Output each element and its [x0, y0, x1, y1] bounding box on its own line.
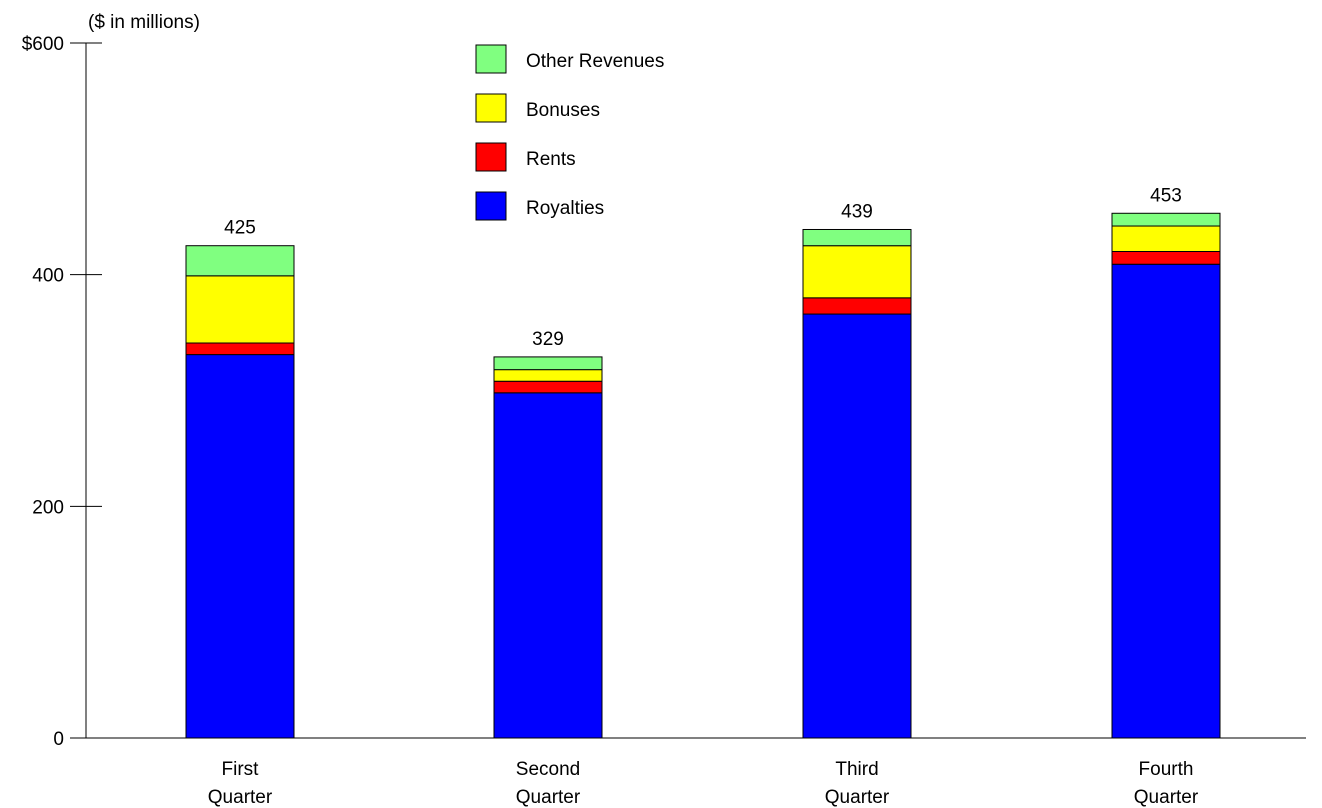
- bar-segment-bonuses: [493, 369, 603, 382]
- legend-label: Royalties: [526, 198, 604, 219]
- bar-segment-other-revenues: [802, 228, 912, 247]
- category-label: Quarter: [516, 787, 581, 808]
- legend-swatch: [475, 191, 507, 221]
- bar-segment-bonuses: [802, 245, 912, 299]
- bar-segment-other-revenues: [185, 245, 295, 277]
- bar-segment-other-revenues: [493, 356, 603, 371]
- unit-label: ($ in millions): [88, 12, 200, 33]
- bar-total-label: 329: [532, 329, 564, 350]
- y-tick-label: $600: [22, 34, 64, 55]
- legend-label: Bonuses: [526, 100, 600, 121]
- legend-swatch: [475, 93, 507, 123]
- category-label: Quarter: [208, 787, 273, 808]
- bar-segment-other-revenues: [1111, 212, 1221, 227]
- bar-segment-royalties: [802, 313, 912, 739]
- bar-segment-bonuses: [1111, 225, 1221, 252]
- bar-segment-royalties: [185, 354, 295, 739]
- category-label: Fourth: [1139, 759, 1194, 780]
- legend-swatch: [475, 142, 507, 172]
- category-label: Third: [835, 759, 878, 780]
- legend-label: Other Revenues: [526, 51, 664, 72]
- category-label: Second: [516, 759, 580, 780]
- category-label: Quarter: [825, 787, 890, 808]
- y-tick-label: 400: [32, 266, 64, 287]
- category-label: First: [222, 759, 260, 780]
- bar-segment-rents: [493, 380, 603, 394]
- y-axis-ticks: 0 200 400 $600: [22, 34, 102, 750]
- legend-label: Rents: [526, 149, 576, 170]
- y-tick-label: 0: [53, 729, 64, 750]
- bar-segment-rents: [802, 297, 912, 315]
- category-labels: First Quarter Second Quarter Third Quarter Fou…: [208, 759, 1199, 808]
- bar-total-label: 439: [841, 201, 873, 222]
- legend-swatch: [475, 44, 507, 74]
- y-tick-label: 200: [32, 497, 64, 518]
- bar-total-label: 453: [1150, 185, 1182, 206]
- bar-group: 425 329 439 453: [185, 185, 1221, 739]
- bar-total-label: 425: [224, 218, 256, 239]
- bar-segment-bonuses: [185, 275, 295, 344]
- legend: Other Revenues Bonuses Rents Royalties: [475, 44, 664, 221]
- category-label: Quarter: [1134, 787, 1199, 808]
- bar-segment-rents: [185, 342, 295, 356]
- bar-segment-royalties: [1111, 263, 1221, 739]
- bar-segment-royalties: [493, 392, 603, 739]
- bar-segment-rents: [1111, 251, 1221, 265]
